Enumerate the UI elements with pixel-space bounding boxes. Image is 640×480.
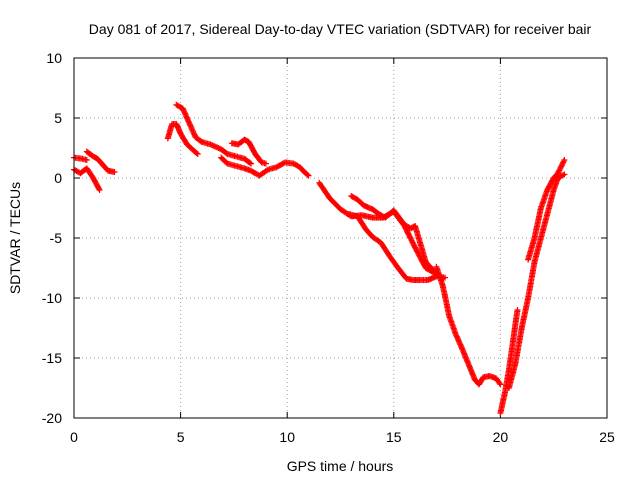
series-track-g [228,136,269,167]
data-point [246,159,253,166]
series-track-n [525,157,568,263]
y-tick-label: -15 [42,350,62,366]
data-point [497,381,504,388]
x-tick-label: 5 [177,429,185,445]
x-tick-label: 10 [279,429,295,445]
data-point [304,171,311,178]
x-axis-label: GPS time / hours [287,458,394,474]
data-point [248,160,254,167]
data-point [193,150,200,157]
data-point [95,185,102,192]
x-tick-label: 25 [599,429,615,445]
data-point [305,172,312,179]
data-point [560,158,567,165]
x-tick-label: 0 [70,429,78,445]
series-track-c [83,148,118,175]
data-point [560,172,567,179]
data-point [194,151,201,157]
x-tick-label: 15 [386,429,402,445]
data-point [83,157,90,163]
series-track-a [71,154,90,163]
y-tick-labels: -20 -15 -10 -5 0 5 10 [42,50,62,426]
data-point [555,168,562,175]
data-point [262,160,269,167]
y-tick-label: -10 [42,290,62,306]
series-track-b [71,165,103,193]
series-track-e [173,101,254,167]
grid-lines [74,58,607,418]
series-track-k [433,263,504,388]
tick-marks [73,57,608,419]
series-track-d [164,121,201,157]
data-points [71,101,568,417]
x-tick-label: 20 [493,429,509,445]
data-point [561,157,568,163]
series-track-h [316,179,440,277]
series-track-i [348,193,446,282]
series-track-j [346,211,448,283]
data-point [514,307,521,313]
chart-title: Day 081 of 2017, Sidereal Day-to-day VTE… [89,21,592,37]
data-point [561,171,568,178]
y-tick-label: -5 [50,230,63,246]
y-tick-label: 0 [54,170,62,186]
data-point [496,380,503,387]
y-tick-label: 5 [54,110,62,126]
x-tick-labels: 0 5 10 15 20 25 [70,429,615,445]
series-track-f [218,154,312,179]
data-point [558,162,565,169]
plot-frame [73,57,608,419]
y-tick-label: 10 [46,50,62,66]
data-point [111,169,118,175]
y-axis-label: SDTVAR / TECUs [7,182,23,294]
y-tick-label: -20 [42,410,62,426]
series-track-l [497,307,521,417]
series-track-m [505,171,568,391]
data-point [96,187,103,193]
